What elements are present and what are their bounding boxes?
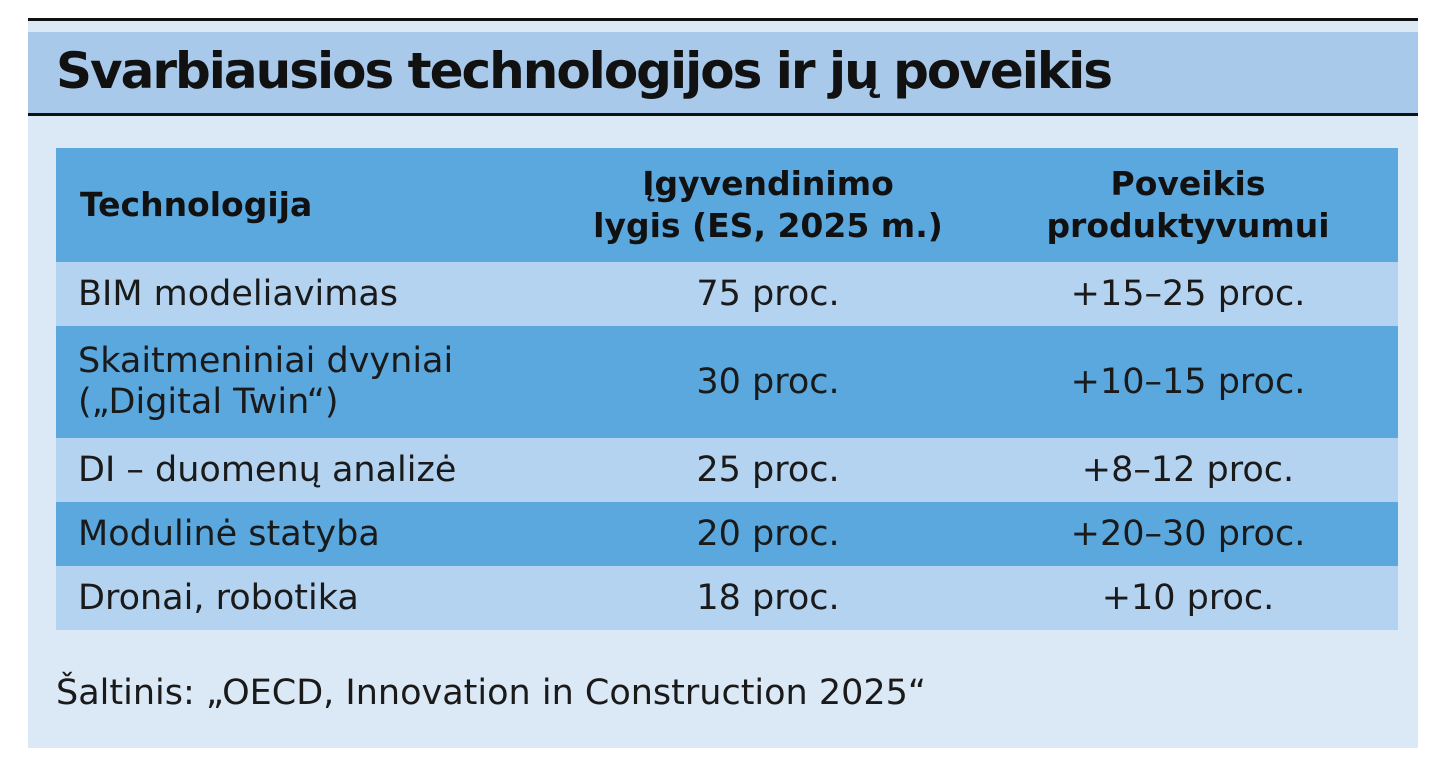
cell-impact: +10 proc. [978,566,1398,630]
header-productivity-impact: Poveikis produktyvumui [978,148,1398,262]
table-row: BIM modeliavimas 75 proc. +15–25 proc. [56,262,1398,326]
header-level-line1: Įgyvendinimo [642,164,894,203]
cell-technology: Skaitmeniniai dvyniai („Digital Twin“) [56,326,558,438]
table-row: Modulinė statyba 20 proc. +20–30 proc. [56,502,1398,566]
table-row: DI – duomenų analizė 25 proc. +8–12 proc… [56,438,1398,502]
cell-impact: +15–25 proc. [978,262,1398,326]
cell-level: 20 proc. [558,502,978,566]
cell-technology: DI – duomenų analizė [56,438,558,502]
header-impact-line1: Poveikis [1110,164,1266,203]
cell-technology: Dronai, robotika [56,566,558,630]
cell-level: 25 proc. [558,438,978,502]
source-note: Šaltinis: „OECD, Innovation in Construct… [56,673,927,713]
cell-impact: +8–12 proc. [978,438,1398,502]
cell-technology-line2: („Digital Twin“) [78,382,339,422]
table-row: Dronai, robotika 18 proc. +10 proc. [56,566,1398,630]
page-title: Svarbiausios technologijos ir jų poveiki… [56,42,1113,100]
cell-level: 18 proc. [558,566,978,630]
header-level-line2: lygis (ES, 2025 m.) [593,206,943,245]
top-rule [28,18,1418,21]
infographic-panel: Svarbiausios technologijos ir jų poveiki… [28,18,1418,748]
cell-level: 75 proc. [558,262,978,326]
technology-table: Technologija Įgyvendinimo lygis (ES, 202… [56,148,1398,630]
header-technology: Technologija [56,148,558,262]
header-implementation-level: Įgyvendinimo lygis (ES, 2025 m.) [558,148,978,262]
table-row: Skaitmeniniai dvyniai („Digital Twin“) 3… [56,326,1398,438]
header-impact-line2: produktyvumui [1046,206,1330,245]
cell-technology: BIM modeliavimas [56,262,558,326]
cell-technology-line1: Skaitmeniniai dvyniai [78,341,454,381]
title-bar: Svarbiausios technologijos ir jų poveiki… [28,32,1418,116]
table-header-row: Technologija Įgyvendinimo lygis (ES, 202… [56,148,1398,262]
cell-impact: +10–15 proc. [978,326,1398,438]
header-technology-label: Technologija [80,185,313,224]
cell-impact: +20–30 proc. [978,502,1398,566]
cell-technology: Modulinė statyba [56,502,558,566]
cell-level: 30 proc. [558,326,978,438]
